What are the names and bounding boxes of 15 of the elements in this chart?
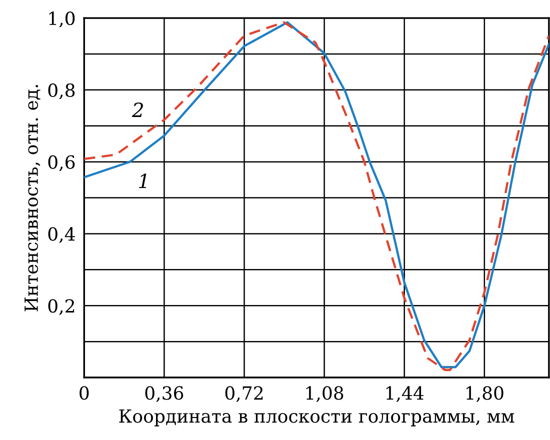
x-tick-label: 0,36 (145, 386, 184, 402)
x-tick-label: 1,08 (306, 386, 344, 402)
x-tick-label: 1,44 (386, 386, 424, 402)
y-tick-label: 0,4 (48, 227, 75, 244)
x-tick-label: 0,72 (225, 386, 263, 402)
series-label: 1 (139, 174, 146, 188)
y-tick-label: 0,6 (48, 155, 75, 172)
y-tick-label: 0,2 (48, 299, 74, 315)
series-label: 2 (132, 102, 143, 117)
x-axis-title: Координата в плоскости голограммы, мм (119, 409, 514, 426)
x-tick-label: 0 (80, 386, 89, 400)
x-tick-label: 1,80 (466, 386, 504, 402)
y-tick-label: 1,0 (49, 12, 75, 28)
y-tick-label: 0,8 (48, 83, 75, 100)
y-axis-title: Интенсивность, отн. ед. (24, 84, 40, 312)
